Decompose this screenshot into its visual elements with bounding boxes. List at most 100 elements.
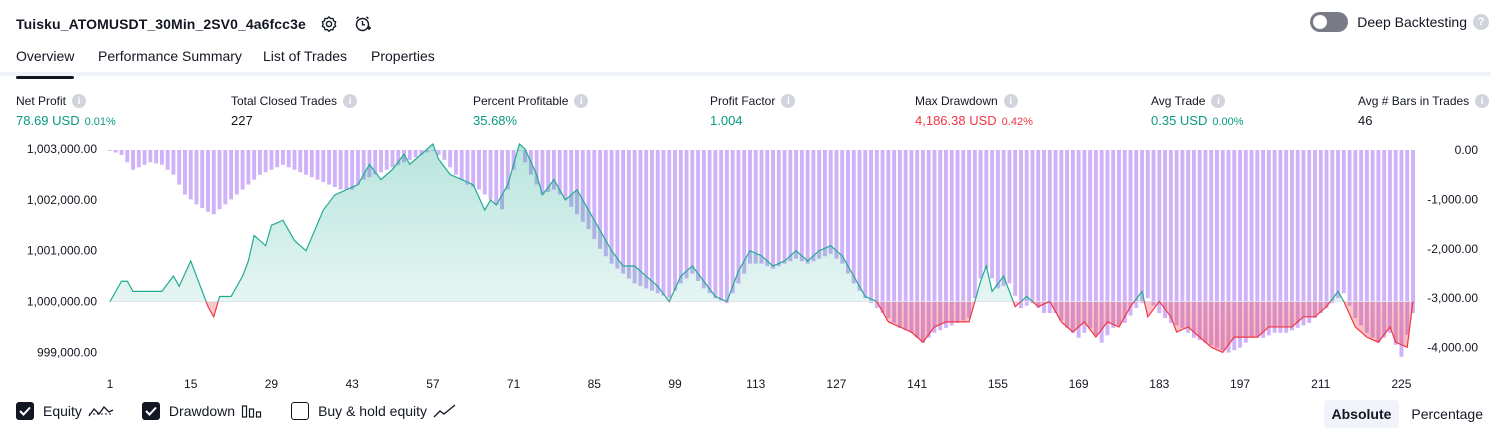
drawdown-bar bbox=[886, 150, 891, 318]
x-axis-tick: 169 bbox=[1069, 377, 1089, 391]
buy-hold-equity-toggle[interactable]: Buy & hold equity bbox=[291, 402, 457, 420]
drawdown-bar bbox=[269, 150, 274, 170]
tab-performance-summary[interactable]: Performance Summary bbox=[98, 48, 242, 64]
tab-properties[interactable]: Properties bbox=[371, 48, 435, 64]
drawdown-bar bbox=[1393, 150, 1398, 345]
drawdown-bar bbox=[1105, 150, 1110, 336]
x-axis-tick: 155 bbox=[988, 377, 1008, 391]
drawdown-bar bbox=[177, 150, 182, 185]
x-axis-tick: 225 bbox=[1391, 377, 1411, 391]
metric-value: 46 bbox=[1358, 113, 1373, 128]
drawdown-bar bbox=[136, 150, 141, 168]
tab-list-of-trades[interactable]: List of Trades bbox=[263, 48, 348, 64]
deep-backtesting-toggle[interactable] bbox=[1310, 12, 1349, 32]
drawdown-bar bbox=[863, 150, 868, 299]
x-axis-tick: 183 bbox=[1149, 377, 1169, 391]
x-axis-tick: 71 bbox=[507, 377, 521, 391]
drawdown-bar bbox=[442, 150, 447, 160]
equity-area-positive bbox=[110, 144, 1413, 302]
drawdown-bar bbox=[1284, 150, 1289, 333]
drawdown-bar bbox=[1197, 150, 1202, 341]
drawdown-bar bbox=[355, 150, 360, 185]
drawdown-bar bbox=[1347, 150, 1352, 306]
checkbox-checked-icon[interactable] bbox=[141, 402, 160, 420]
drawdown-bar bbox=[580, 150, 585, 222]
equity-label: Equity bbox=[43, 403, 82, 419]
drawdown-bar bbox=[1238, 150, 1242, 348]
drawdown-bar bbox=[1059, 150, 1064, 321]
add-alert-clock-icon[interactable] bbox=[352, 13, 374, 35]
drawdown-bar bbox=[690, 150, 695, 274]
drawdown-bar bbox=[984, 150, 989, 269]
drawdown-bar bbox=[1088, 150, 1093, 328]
drawdown-bar bbox=[707, 150, 712, 294]
tab-overview[interactable]: Overview bbox=[16, 48, 75, 79]
drawdown-bar bbox=[892, 150, 897, 323]
drawdown-bar bbox=[776, 150, 781, 267]
drawdown-bar bbox=[298, 150, 303, 173]
drawdown-bar bbox=[661, 150, 666, 296]
drawdown-bar bbox=[742, 150, 747, 274]
drawdown-bar bbox=[471, 150, 476, 188]
drawdown-bar bbox=[632, 150, 637, 284]
drawdown-bar bbox=[967, 150, 972, 318]
drawdown-bar bbox=[995, 150, 1000, 289]
info-icon[interactable]: i bbox=[574, 94, 589, 108]
settings-gear-icon[interactable] bbox=[318, 13, 340, 35]
equity-line-negative bbox=[110, 301, 1414, 354]
drawdown-bar bbox=[926, 150, 931, 338]
absolute-button[interactable]: Absolute bbox=[1323, 400, 1400, 428]
drawdown-bar bbox=[1082, 150, 1087, 333]
percentage-button[interactable]: Percentage bbox=[1411, 406, 1483, 422]
drawdown-bar bbox=[1341, 150, 1346, 294]
checkbox-checked-icon[interactable] bbox=[16, 402, 34, 420]
drawdown-bar bbox=[1278, 150, 1283, 333]
checkbox-unchecked-icon[interactable] bbox=[291, 402, 310, 420]
x-axis-tick: 99 bbox=[668, 377, 682, 391]
drawdown-bar bbox=[932, 150, 937, 333]
drawdown-toggle[interactable]: Drawdown bbox=[141, 402, 263, 420]
drawdown-bar bbox=[1272, 150, 1277, 333]
drawdown-bar bbox=[1220, 150, 1225, 351]
drawdown-bar bbox=[592, 150, 597, 239]
drawdown-bar bbox=[108, 150, 112, 151]
drawdown-axis-tick: -2,000.00 bbox=[1427, 242, 1478, 256]
drawdown-bar bbox=[701, 150, 706, 289]
drawdown-bar bbox=[500, 150, 505, 210]
metric-value: 227 bbox=[231, 113, 253, 128]
info-icon[interactable]: i bbox=[72, 94, 87, 108]
info-icon[interactable]: i bbox=[1211, 94, 1226, 108]
equity-drawdown-chart[interactable]: 1,003,000.00 1,002,000.00 1,001,000.00 1,00… bbox=[0, 140, 1507, 396]
drawdown-bar bbox=[482, 150, 487, 195]
drawdown-bar bbox=[229, 150, 234, 200]
metric-value: 35.68% bbox=[473, 113, 518, 128]
metric-label: Avg Trade bbox=[1151, 94, 1206, 108]
drawdown-axis-tick: -3,000.00 bbox=[1427, 291, 1478, 305]
metric-profit-factor: Profit Factor i 1.004 bbox=[710, 93, 796, 128]
info-icon[interactable]: i bbox=[1003, 94, 1018, 108]
drawdown-bar bbox=[1364, 150, 1369, 333]
help-icon[interactable]: ? bbox=[1473, 14, 1489, 30]
drawdown-bar bbox=[874, 150, 879, 309]
metric-percent: 0.42% bbox=[1001, 116, 1033, 128]
drawdown-bar bbox=[275, 150, 280, 168]
metric-label: Total Closed Trades bbox=[231, 94, 338, 108]
strategy-title: Tuisku_ATOMUSDT_30Min_2SV0_4a6fcc3e bbox=[16, 16, 306, 32]
drawdown-bar bbox=[188, 150, 193, 200]
drawdown-bar bbox=[724, 150, 729, 304]
drawdown-bar bbox=[165, 150, 170, 170]
drawdown-bar bbox=[575, 150, 579, 215]
drawdown-bar bbox=[448, 150, 453, 168]
drawdown-bar bbox=[678, 150, 683, 284]
drawdown-bar bbox=[1128, 150, 1133, 316]
info-icon[interactable]: i bbox=[781, 94, 796, 108]
info-icon[interactable]: i bbox=[1475, 94, 1490, 108]
metric-label: Percent Profitable bbox=[473, 94, 569, 108]
drawdown-bar bbox=[1007, 150, 1012, 284]
metric-net-profit: Net Profit i 78.69 USD 0.01% bbox=[16, 93, 116, 128]
drawdown-bar bbox=[834, 150, 839, 259]
drawdown-bar bbox=[1053, 150, 1058, 314]
drawdown-bar bbox=[292, 150, 297, 170]
info-icon[interactable]: i bbox=[343, 94, 358, 108]
equity-toggle[interactable]: Equity bbox=[16, 402, 114, 420]
